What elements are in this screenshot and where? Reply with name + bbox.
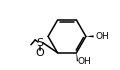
Text: S: S (36, 38, 44, 48)
Text: OH: OH (78, 57, 92, 66)
Polygon shape (76, 54, 77, 56)
Text: OH: OH (95, 32, 109, 41)
Polygon shape (77, 56, 78, 58)
Polygon shape (86, 35, 94, 37)
Polygon shape (76, 53, 77, 54)
Polygon shape (77, 58, 78, 60)
Text: O: O (36, 48, 44, 58)
Polygon shape (77, 59, 78, 61)
